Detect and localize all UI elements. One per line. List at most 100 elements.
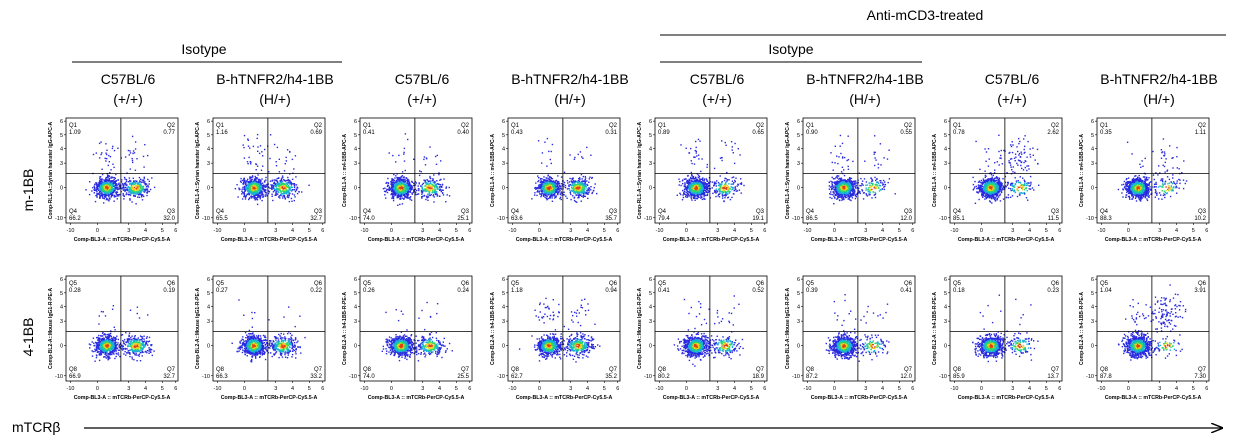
y-tick-label: 0 <box>1091 343 1094 349</box>
x-tick-label: 4 <box>733 386 736 392</box>
quadrant-name: Q4 <box>1100 209 1109 215</box>
quadrant-percentage: 85.1 <box>953 216 965 222</box>
quadrant-percentage: 86.5 <box>806 216 818 222</box>
x-tick-label: 3 <box>716 228 719 234</box>
quadrant-name: Q3 <box>314 209 323 215</box>
plot-frame <box>507 275 621 382</box>
x-tick-label: 5 <box>1045 228 1048 234</box>
quadrant-percentage: 0.52 <box>752 288 764 294</box>
cell-events <box>382 133 451 206</box>
y-tick-label: 6 <box>944 277 947 283</box>
x-tick-label: -10 <box>951 228 959 234</box>
x-tick-label: -10 <box>67 386 75 392</box>
x-tick-label: 4 <box>1028 386 1031 392</box>
x-tick-label: 5 <box>603 228 606 234</box>
plot-frame <box>1096 117 1210 224</box>
y-axis-label: Comp-RL1-A :: m4-1BB-APC-A <box>1079 134 1085 207</box>
y-tick-label: 6 <box>649 119 652 125</box>
y-tick-label: 3 <box>502 319 505 325</box>
x-tick-label: 5 <box>1192 228 1195 234</box>
cell-events <box>673 295 744 367</box>
y-tick-label: -10 <box>1086 374 1094 380</box>
y-tick-label: 3 <box>649 161 652 167</box>
x-tick-label: 0 <box>96 386 99 392</box>
x-tick-label: 0 <box>538 386 541 392</box>
isotype-label-right: Isotype <box>768 41 813 57</box>
plot-frame <box>654 275 768 382</box>
y-axis-label: Comp-RL1-A :: m4-1BB-APC-A <box>490 134 496 207</box>
x-axis-label: Comp-BL3-A :: mTCRb-PerCP-Cy5.5-A <box>516 395 613 401</box>
quadrant-name: Q7 <box>1198 367 1207 373</box>
x-tick-label: 0 <box>685 386 688 392</box>
quadrant-percentage: 0.27 <box>216 288 228 294</box>
cell-events <box>88 305 155 362</box>
x-tick-label: 6 <box>468 228 471 234</box>
quadrant-name: Q4 <box>216 209 225 215</box>
x-tick-label: 5 <box>603 386 606 392</box>
y-tick-label: 0 <box>649 343 652 349</box>
group-genotype-label: (H/+) <box>259 91 291 107</box>
quadrant-name: Q7 <box>609 367 618 373</box>
x-tick-label: -10 <box>509 228 517 234</box>
quadrant-name: Q4 <box>658 209 667 215</box>
quadrant-percentage: 0.65 <box>752 130 764 136</box>
y-tick-label: 5 <box>797 291 800 297</box>
y-tick-label: 4 <box>649 304 652 310</box>
x-axis-label: Comp-BL3-A :: mTCRb-PerCP-Cy5.5-A <box>516 237 613 243</box>
x-tick-label: 6 <box>1205 386 1208 392</box>
y-tick-label: 0 <box>502 185 505 191</box>
group-strain-label: C57BL/6 <box>690 71 745 87</box>
x-tick-label: 3 <box>864 228 867 234</box>
quadrant-percentage: 74.0 <box>363 216 375 222</box>
y-tick-label: 4 <box>1091 146 1094 152</box>
x-tick-label: 0 <box>980 386 983 392</box>
x-tick-label: -10 <box>214 386 222 392</box>
quadrant-percentage: 0.43 <box>511 130 523 136</box>
y-tick-label: 0 <box>944 185 947 191</box>
quadrant-name: Q3 <box>461 209 470 215</box>
y-tick-label: 0 <box>797 185 800 191</box>
quadrant-percentage: 0.40 <box>457 130 469 136</box>
y-tick-label: -10 <box>792 374 800 380</box>
y-tick-label: 4 <box>797 304 800 310</box>
quadrant-name: Q2 <box>904 123 913 129</box>
y-tick-label: 0 <box>649 185 652 191</box>
plot-frame <box>359 117 473 224</box>
quadrant-percentage: 0.77 <box>163 130 175 136</box>
group-strain-label: B-hTNFR2/h4-1BB <box>511 71 628 87</box>
x-tick-label: 4 <box>438 228 441 234</box>
x-tick-label: 0 <box>833 228 836 234</box>
x-axis-label: Comp-BL3-A :: mTCRb-PerCP-Cy5.5-A <box>1105 237 1202 243</box>
x-tick-label: 4 <box>881 386 884 392</box>
quadrant-percentage: 7.30 <box>1194 374 1206 380</box>
quadrant-name: Q7 <box>314 367 323 373</box>
y-tick-label: 4 <box>60 304 63 310</box>
quadrant-name: Q2 <box>167 123 176 129</box>
y-tick-label: 6 <box>1091 119 1094 125</box>
y-tick-label: 6 <box>60 119 63 125</box>
y-tick-label: 6 <box>649 277 652 283</box>
quadrant-percentage: 2.62 <box>1047 130 1059 136</box>
quadrant-percentage: 13.7 <box>1047 374 1059 380</box>
group-genotype-label: (+/+) <box>702 91 732 107</box>
x-tick-label: 6 <box>1058 228 1061 234</box>
quadrant-name: Q5 <box>1100 281 1109 287</box>
x-tick-label: 6 <box>763 386 766 392</box>
quadrant-percentage: 0.55 <box>900 130 912 136</box>
x-tick-label: -10 <box>951 386 959 392</box>
x-tick-label: 5 <box>161 228 164 234</box>
quadrant-name: Q3 <box>1198 209 1207 215</box>
quadrant-name: Q1 <box>216 123 225 129</box>
cell-events <box>972 294 1039 363</box>
y-tick-label: 4 <box>502 304 505 310</box>
quadrant-name: Q7 <box>167 367 176 373</box>
quadrant-percentage: 25.1 <box>457 216 469 222</box>
y-tick-label: 0 <box>797 343 800 349</box>
y-tick-label: 6 <box>797 119 800 125</box>
plot-frame <box>65 117 179 224</box>
